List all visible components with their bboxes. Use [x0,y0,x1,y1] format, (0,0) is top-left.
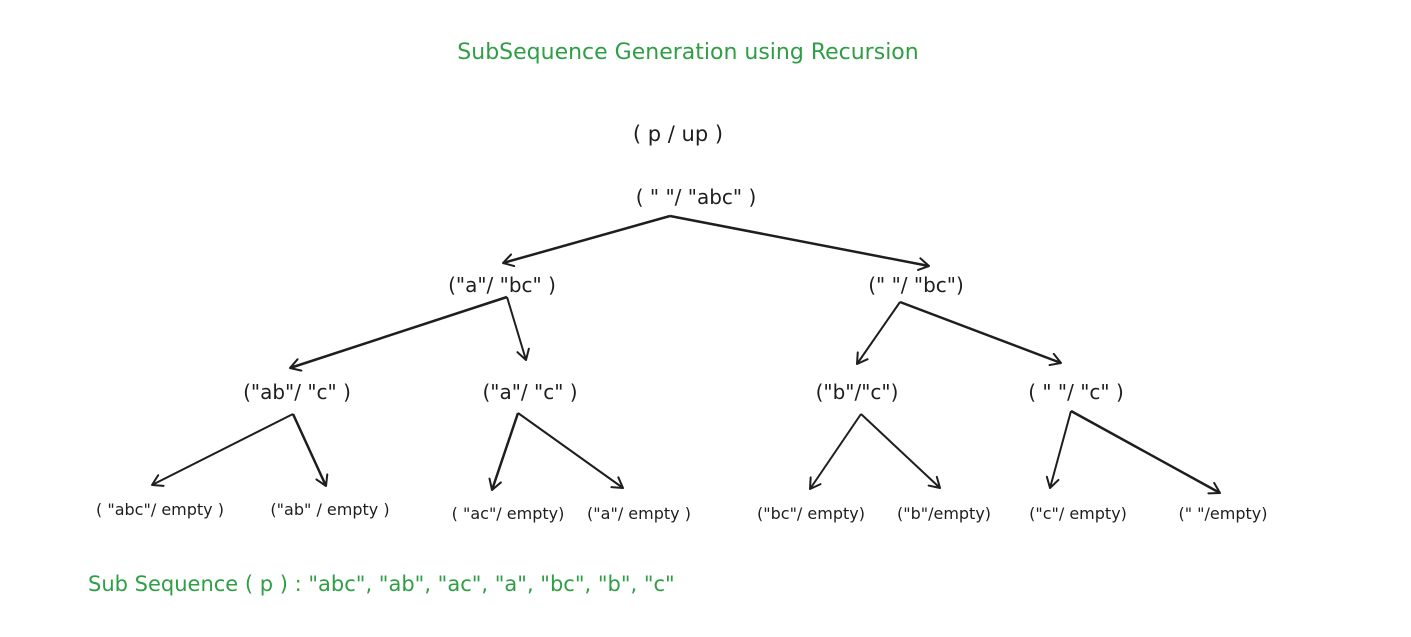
edge-a-c-to-a-empty [517,412,624,489]
edge-blank-bc-to-b-c [856,301,901,365]
node-a-bc: ("a"/ "bc" ) [448,273,556,297]
leaf-c-empty: ("c"/ empty) [1029,504,1127,523]
edge-blank-bc-to-blank-c [899,300,1062,367]
leaf-a-empty: ("a"/ empty ) [587,504,691,523]
leaf-ab-empty: ("ab" / empty ) [270,500,390,519]
node-a-c: ("a"/ "c" ) [482,380,578,404]
diagram-title: SubSequence Generation using Recursion [457,40,919,65]
leaf-abc-empty: ( "abc"/ empty ) [96,500,224,519]
edge-a-c-to-ac-empty [488,412,520,491]
leaf-ac-empty: ( "ac"/ empty) [451,504,565,523]
leaf-bc-empty: ("bc"/ empty) [757,504,865,523]
node-ab-c: ("ab"/ "c" ) [243,380,351,404]
edge-a-bc-to-a-c [506,296,530,361]
edge-root-to-blank-bc [669,214,930,271]
edge-blank-c-to-blank-empty [1070,409,1221,495]
header-label: ( p / up ) [632,122,724,146]
edge-ab-c-to-abc-empty [151,413,294,487]
edge-root-to-a-bc [502,214,671,268]
node-b-c: ("b"/"c") [815,380,899,404]
node-blank-bc: (" "/ "bc") [868,273,964,297]
leaf-blank-empty: (" "/empty) [1178,504,1268,523]
edge-b-c-to-bc-empty [809,413,862,490]
edge-a-bc-to-ab-c [289,295,508,372]
edge-b-c-to-b-empty [860,413,941,489]
node-root: ( " "/ "abc" ) [635,185,757,209]
node-blank-c: ( " "/ "c" ) [1028,380,1124,404]
leaf-b-empty: ("b"/empty) [896,504,992,523]
edge-ab-c-to-ab-empty [291,413,329,487]
subsequence-summary: Sub Sequence ( p ) : "abc", "ab", "ac", … [88,572,675,596]
edge-blank-c-to-c-empty [1045,410,1072,489]
